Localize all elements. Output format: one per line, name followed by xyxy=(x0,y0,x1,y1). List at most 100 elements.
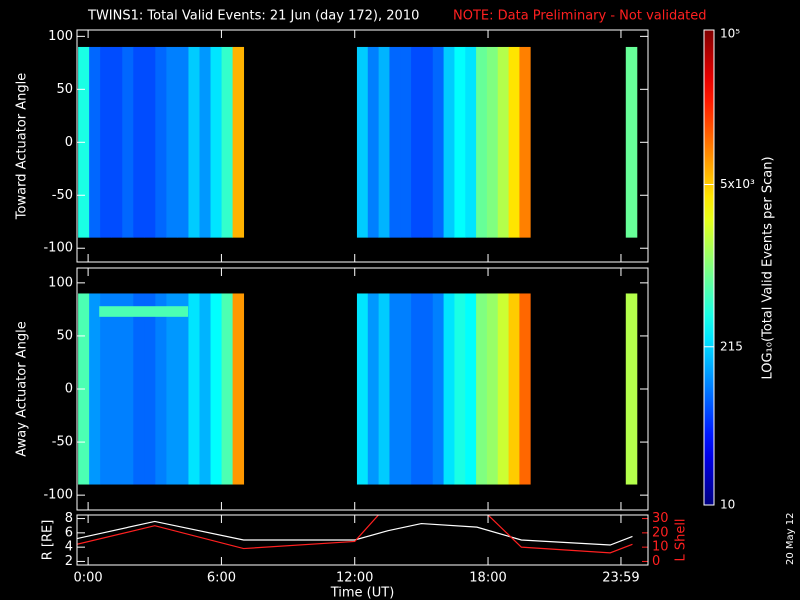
y-tick-label: 50 xyxy=(56,82,73,97)
spectrogram-cell xyxy=(199,293,211,485)
y-tick-label: 50 xyxy=(56,328,73,343)
spectrogram-cell xyxy=(221,293,233,485)
note: NOTE: Data Preliminary - Not validated xyxy=(453,9,707,24)
spectrogram-cell xyxy=(378,46,390,238)
spectrogram-cell xyxy=(367,293,380,485)
date-stamp: 20 May 12 xyxy=(785,513,796,565)
x-tick-label: 18:00 xyxy=(469,571,506,586)
y-tick-label: 6 xyxy=(65,525,73,540)
spectrogram-cell xyxy=(89,46,101,238)
spectrogram-cell xyxy=(443,293,455,485)
spectrogram-cell xyxy=(411,46,423,238)
spectrogram-cell xyxy=(400,46,412,238)
spectrogram-cell xyxy=(232,293,245,485)
x-tick-label: 6:00 xyxy=(207,571,236,586)
spectrogram-cell xyxy=(199,46,211,238)
spectrogram-cell xyxy=(421,46,434,238)
spectrogram-cell xyxy=(476,293,488,485)
y-tick-label: -50 xyxy=(52,188,73,203)
spectrogram-cell xyxy=(432,46,444,238)
y2-tick-label: 20 xyxy=(652,525,669,540)
x-tick-label: 12:00 xyxy=(336,571,373,586)
y-tick-label: 2 xyxy=(65,554,73,569)
spectrogram-cell xyxy=(144,46,156,238)
panel-frame xyxy=(76,514,649,566)
spectrogram-cell xyxy=(100,46,112,238)
spectrogram-cell xyxy=(122,46,134,238)
y-tick-label: 4 xyxy=(65,540,73,555)
spectrogram-cell xyxy=(155,46,167,238)
orbit-line xyxy=(77,515,633,554)
spectrogram-cell xyxy=(454,46,466,238)
plot-area xyxy=(77,515,633,554)
y-axis-label: Toward Actuator Angle xyxy=(15,73,30,220)
colorbar-tick-label: 10⁵ xyxy=(720,27,740,41)
y2-tick-label: 30 xyxy=(652,511,669,526)
spectrogram-cell xyxy=(497,46,509,238)
spectrogram-cell xyxy=(378,293,390,485)
spectrogram-cell xyxy=(454,293,466,485)
spectrogram-cell xyxy=(508,46,520,238)
spectrogram-cell xyxy=(625,46,638,238)
spectrogram-cell xyxy=(111,293,123,485)
spectrogram-cell xyxy=(476,46,488,238)
spectrogram-cell xyxy=(232,46,245,238)
x-tick-label: 23:59 xyxy=(602,571,639,586)
orbit-line xyxy=(77,520,633,546)
spectrogram-cell xyxy=(166,46,178,238)
colorbar xyxy=(703,29,715,506)
spectrogram-cell xyxy=(133,293,145,485)
spectrogram-cell xyxy=(443,46,455,238)
spectrogram-cell xyxy=(111,46,123,238)
spectrogram-cell xyxy=(144,293,156,485)
spectrogram-cell xyxy=(389,293,401,485)
spectrogram-cell xyxy=(100,293,112,485)
colorbar-label: LOG₁₀(Total Valid Events per Scan) xyxy=(761,156,776,379)
y-axis-label: R [RE] xyxy=(41,520,56,561)
spectrogram-cell xyxy=(367,46,380,238)
spectrogram-cell xyxy=(177,46,189,238)
spectrogram-cell xyxy=(210,293,222,485)
spectrogram-cell xyxy=(486,46,499,238)
x-axis-label: Time (UT) xyxy=(330,586,395,600)
x-tick-label: 0:00 xyxy=(74,571,103,586)
spectrogram-cell xyxy=(210,46,222,238)
panel-frame xyxy=(76,29,649,263)
y-axis-label: Away Actuator Angle xyxy=(15,321,30,456)
colorbar-tick-label: 215 xyxy=(720,339,743,353)
spectrogram-cell xyxy=(122,293,134,485)
y2-tick-label: 0 xyxy=(652,554,660,569)
spectrogram-cell xyxy=(497,293,509,485)
spectrogram-cell xyxy=(166,293,178,485)
spectrogram-cell xyxy=(519,293,531,485)
y-tick-label: 0 xyxy=(65,382,73,397)
spectrogram-cell xyxy=(221,46,233,238)
spectrogram-cell xyxy=(188,293,200,485)
spectrogram-cell xyxy=(400,293,412,485)
y-tick-label: 100 xyxy=(48,29,73,44)
spectrogram-cell xyxy=(155,293,167,485)
y-tick-label: 0 xyxy=(65,135,73,150)
y-tick-label: -50 xyxy=(52,435,73,450)
spectrogram-cell xyxy=(421,293,434,485)
y2-tick-label: 10 xyxy=(652,540,669,555)
spectrogram-cell xyxy=(625,293,638,485)
y-tick-label: 100 xyxy=(48,275,73,290)
y-tick-label: -100 xyxy=(43,488,73,503)
spectrogram-cell xyxy=(432,293,444,485)
y-tick-label: 8 xyxy=(65,511,73,526)
colorbar-tick-label: 5x10³ xyxy=(720,177,755,191)
y2-axis-label: L Shell xyxy=(674,518,689,561)
spectrogram-cell xyxy=(519,46,531,238)
spectrogram-cell xyxy=(356,46,369,238)
spectrogram-cell xyxy=(89,293,101,485)
spectrogram-cell xyxy=(389,46,401,238)
spectrogram-cell xyxy=(177,293,189,485)
spectrogram-band xyxy=(99,306,189,317)
spectrogram-cell xyxy=(133,46,145,238)
colorbar-tick-label: 10 xyxy=(720,498,735,512)
spectrogram-cell xyxy=(465,46,477,238)
spectrogram-cell xyxy=(411,293,423,485)
spectrogram-cell xyxy=(465,293,477,485)
